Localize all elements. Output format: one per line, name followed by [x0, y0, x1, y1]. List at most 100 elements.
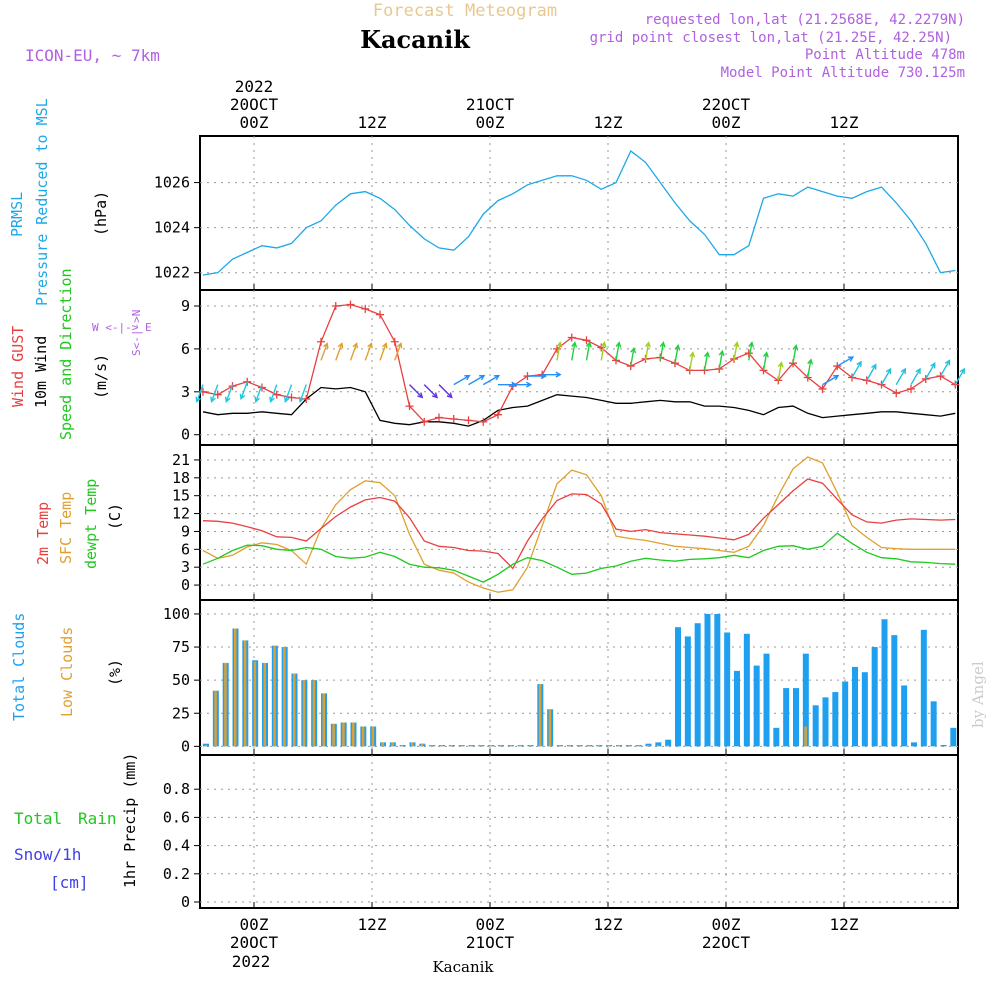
low-cloud-bar-28 [479, 745, 483, 747]
low-cloud-bar-13 [332, 723, 335, 747]
top-tick-label-1: 12Z [358, 113, 387, 132]
total-cloud-label: Total Clouds [10, 613, 28, 721]
low-cloud-bar-29 [489, 745, 493, 747]
total-cloud-bar-66 [852, 666, 858, 747]
temp-2m-line [202, 478, 956, 570]
ytick-label-pressure-2: 1026 [154, 174, 190, 192]
total-cloud-bar-64 [832, 692, 839, 747]
ytick-label-precip-0: 0 [181, 893, 190, 911]
low-cloud-bar-6 [263, 662, 266, 747]
wind-arrowhead-1 [210, 396, 216, 403]
chart-supertitle: Forecast Meteogram [373, 1, 557, 21]
gust-point-48 [907, 384, 915, 393]
total-cloud-bar-67 [861, 672, 868, 747]
total-cloud-bar-73 [920, 629, 927, 747]
wind-arrow-30 [644, 342, 650, 361]
wind-arrow-4 [255, 384, 263, 402]
wind-arrowhead-24 [556, 341, 563, 348]
total-cloud-bar-59 [783, 688, 790, 747]
wind-arrowhead-9 [337, 342, 344, 349]
ytick-label-clouds-2: 50 [172, 671, 190, 689]
precip-total-label: Total [14, 809, 62, 828]
wind-arrow-18 [468, 375, 485, 386]
total-cloud-bar-56 [753, 665, 760, 747]
ytick-label-clouds-1: 25 [172, 704, 190, 722]
wind-arrow-46 [880, 368, 892, 386]
wind-arrow-7 [299, 384, 307, 402]
total-cloud-bar-68 [871, 647, 878, 747]
wind-arrowhead-34 [703, 351, 710, 358]
total-cloud-bar-49 [684, 636, 691, 747]
low-cloud-bar-23 [430, 745, 434, 747]
wind-arrowhead-29 [630, 346, 637, 354]
gust-point-5 [272, 390, 281, 399]
ytick-label-pressure-0: 1022 [154, 264, 190, 282]
ytick-label-temperature-3: 9 [181, 522, 190, 540]
footer-location: Kacanik [432, 958, 494, 976]
low-cloud-bar-35 [548, 709, 552, 747]
wind-arrowhead-30 [644, 341, 651, 348]
low-cloud-bar-46 [656, 745, 660, 747]
wind-arrowhead-43 [847, 356, 855, 362]
wind-arrow-19 [482, 375, 500, 386]
wind-arrow-3 [240, 381, 248, 399]
gust-point-11 [361, 304, 370, 313]
wind-arrowhead-50 [944, 359, 951, 366]
gust-point-1 [213, 390, 222, 399]
low-cloud-bar-24 [440, 745, 443, 747]
gust-point-10 [346, 300, 355, 309]
total-cloud-bar-48 [675, 627, 681, 747]
precip-unit: 1hr Precip (mm) [121, 753, 139, 888]
temp-dewpt-label: dewpt Temp [82, 479, 100, 569]
wind-arrowhead-38 [762, 351, 769, 358]
wind-arrowhead-6 [283, 396, 290, 403]
wind-arrow-31 [659, 342, 665, 361]
ytick-label-temperature-6: 18 [172, 469, 190, 487]
top-tick-label-3: 12Z [594, 113, 623, 132]
precip-snow-unit: [cm] [50, 873, 89, 892]
ytick-label-temperature-4: 12 [172, 505, 190, 523]
wind-arrowhead-44 [856, 360, 862, 367]
top-date-label-2: 22OCT [702, 95, 751, 114]
wind-arrow-8 [320, 343, 328, 361]
ytick-label-temperature-7: 21 [172, 451, 190, 469]
wind-arrowhead-42 [833, 374, 840, 381]
gust-point-12 [376, 310, 384, 319]
low-cloud-bar-12 [322, 693, 325, 747]
total-cloud-bar-47 [665, 739, 672, 747]
gust-point-16 [435, 413, 443, 422]
wind-arrow-1 [210, 384, 219, 402]
wind-arrow-25 [571, 342, 576, 361]
wind-arrowhead-11 [367, 342, 373, 349]
wind-arrowhead-10 [352, 342, 359, 349]
wind-10m-label: 10m Wind [32, 336, 50, 408]
wind-arrowhead-3 [239, 393, 246, 401]
low-cloud-bar-0 [204, 745, 207, 747]
wind-unit: (m/s) [92, 354, 110, 399]
point-altitude: Point Altitude 478m [805, 47, 965, 63]
wind-arrowhead-41 [807, 358, 814, 365]
total-cloud-bar-54 [734, 670, 740, 747]
wind-arrow-49 [925, 363, 936, 380]
ytick-label-wind-2: 6 [181, 340, 190, 358]
ytick-label-clouds-3: 75 [172, 638, 190, 656]
location-title: Kacanik [360, 25, 471, 54]
bottom-date-label-0: 20OCT [230, 933, 279, 952]
wind-arrowhead-15 [431, 392, 439, 399]
low-cloud-bar-33 [529, 745, 532, 747]
low-cloud-bar-14 [342, 722, 345, 747]
compass-we: W <-|-> E [92, 321, 152, 334]
top-tick-label-2: 00Z [476, 113, 505, 132]
wind-arrowhead-32 [674, 344, 681, 351]
pressure-labels: PRMSL Pressure Reduced to MSL (hPa) [8, 98, 110, 306]
low-cloud-label: Low Clouds [58, 627, 76, 717]
total-cloud-bar-62 [812, 705, 819, 747]
wind-arrow-36 [733, 342, 738, 361]
total-cloud-bar-69 [881, 619, 888, 747]
total-cloud-bar-57 [763, 653, 770, 747]
gust-point-15 [420, 417, 429, 426]
low-cloud-bar-34 [538, 684, 542, 747]
low-cloud-bar-3 [234, 628, 237, 747]
low-cloud-bar-11 [312, 680, 316, 747]
